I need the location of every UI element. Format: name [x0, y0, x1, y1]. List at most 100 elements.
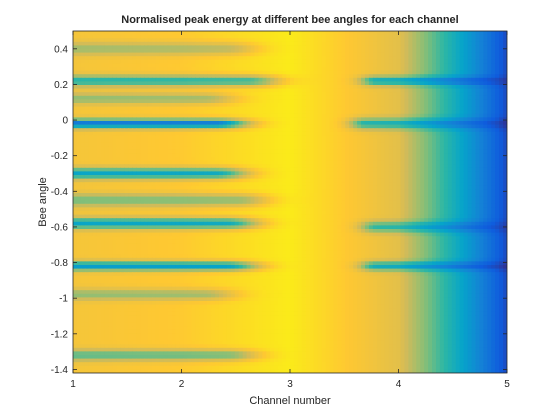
heatmap-cell: [364, 146, 370, 151]
heatmap-cell: [368, 110, 374, 115]
heatmap-cell: [191, 160, 196, 165]
heatmap-cell: [439, 81, 445, 86]
heatmap-cell: [435, 67, 441, 72]
heatmap-cell: [361, 38, 366, 43]
heatmap-cell: [222, 113, 228, 118]
heatmap-cell: [262, 178, 267, 183]
heatmap-cell: [262, 67, 267, 72]
heatmap-cell: [163, 175, 169, 180]
heatmap-cell: [112, 31, 117, 36]
heatmap-cell: [420, 49, 425, 54]
heatmap-cell: [195, 139, 200, 144]
heatmap-cell: [116, 142, 121, 147]
heatmap-cell: [301, 95, 307, 100]
heatmap-cell: [353, 178, 358, 183]
heatmap-cell: [246, 85, 252, 90]
heatmap-cell: [451, 63, 457, 68]
heatmap-cell: [380, 164, 386, 169]
heatmap-cell: [341, 31, 346, 36]
heatmap-cell: [325, 124, 331, 129]
heatmap-cell: [396, 41, 402, 46]
heatmap-cell: [487, 85, 492, 90]
heatmap-cell: [274, 77, 279, 82]
heatmap-cell: [455, 74, 461, 79]
heatmap-cell: [329, 110, 334, 115]
heatmap-cell: [108, 160, 114, 165]
heatmap-cell: [337, 182, 342, 187]
heatmap-cell: [290, 31, 295, 36]
heatmap-cell: [199, 157, 204, 162]
heatmap-cell: [447, 149, 453, 154]
heatmap-cell: [207, 157, 212, 162]
heatmap-cell: [155, 52, 161, 57]
heatmap-cell: [349, 160, 354, 165]
heatmap-cell: [487, 121, 492, 126]
heatmap-cell: [151, 99, 157, 104]
heatmap-cell: [392, 182, 398, 187]
heatmap-cell: [207, 59, 212, 64]
heatmap-cell: [388, 164, 394, 169]
heatmap-cell: [124, 41, 129, 46]
heatmap-cell: [76, 189, 82, 194]
heatmap-cell: [384, 171, 390, 176]
heatmap-cell: [463, 70, 469, 75]
heatmap-cell: [309, 121, 315, 126]
heatmap-cell: [100, 160, 106, 165]
heatmap-cell: [309, 167, 315, 172]
heatmap-cell: [290, 59, 295, 64]
heatmap-cell: [238, 135, 244, 140]
heatmap-cell: [329, 67, 334, 72]
heatmap-cell: [203, 67, 208, 72]
heatmap-cell: [88, 167, 94, 172]
heatmap-cell: [491, 164, 496, 169]
heatmap-cell: [242, 41, 248, 46]
heatmap-cell: [376, 41, 382, 46]
heatmap-cell: [222, 117, 228, 122]
heatmap-cell: [341, 182, 346, 187]
heatmap-cell: [155, 193, 161, 198]
heatmap-cell: [345, 85, 350, 90]
heatmap-cell: [349, 128, 354, 133]
heatmap-cell: [171, 95, 177, 100]
heatmap-cell: [455, 63, 461, 68]
heatmap-cell: [151, 171, 157, 176]
heatmap-cell: [270, 34, 275, 39]
heatmap-cell: [412, 95, 417, 100]
heatmap-cell: [226, 95, 232, 100]
heatmap-cell: [297, 99, 303, 104]
heatmap-cell: [167, 49, 173, 54]
heatmap-cell: [222, 135, 228, 140]
heatmap-cell: [171, 157, 177, 162]
heatmap-cell: [211, 31, 216, 36]
heatmap-cell: [357, 113, 362, 118]
heatmap-cell: [262, 146, 267, 151]
heatmap-cell: [222, 56, 228, 61]
heatmap-cell: [163, 34, 169, 39]
heatmap-cell: [321, 63, 327, 68]
heatmap-cell: [333, 121, 338, 126]
heatmap-cell: [305, 67, 311, 72]
heatmap-cell: [76, 135, 82, 140]
heatmap-cell: [309, 113, 315, 118]
heatmap-cell: [191, 45, 196, 50]
heatmap-cell: [487, 81, 492, 86]
heatmap-cell: [183, 49, 189, 54]
heatmap-cell: [96, 34, 102, 39]
heatmap-cell: [455, 81, 461, 86]
heatmap-cell: [226, 182, 232, 187]
heatmap-cell: [400, 67, 406, 72]
heatmap-cell: [349, 175, 354, 180]
heatmap-cell: [159, 171, 165, 176]
heatmap-cell: [301, 81, 307, 86]
heatmap-cell: [203, 81, 208, 86]
heatmap-cell: [499, 70, 504, 75]
heatmap-cell: [380, 189, 386, 194]
heatmap-cell: [376, 103, 382, 108]
heatmap-cell: [88, 171, 94, 176]
heatmap-cell: [353, 70, 358, 75]
heatmap-cell: [499, 113, 504, 118]
heatmap-cell: [435, 59, 441, 64]
heatmap-cell: [353, 95, 358, 100]
heatmap-cell: [432, 103, 437, 108]
heatmap-cell: [76, 45, 82, 50]
